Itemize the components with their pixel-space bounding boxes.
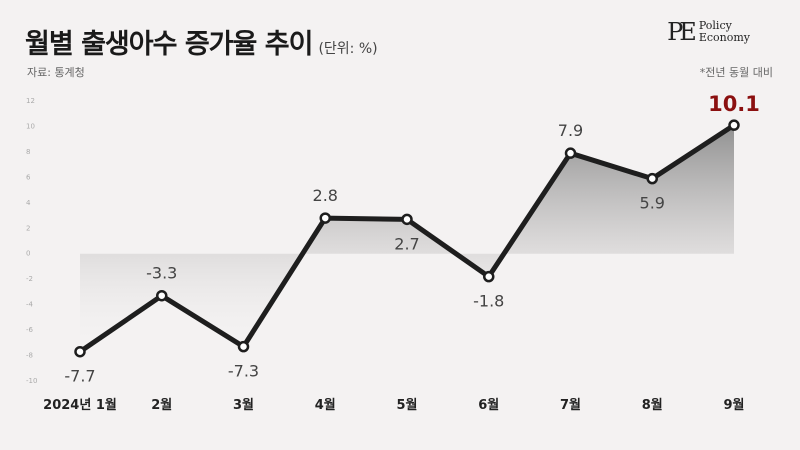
data-point: [237, 340, 250, 353]
data-label: -3.3: [146, 264, 177, 283]
y-tick-label: 12: [26, 97, 35, 105]
chart-title: 월별 출생아수 증가율 추이: [25, 29, 313, 60]
source-label: 자료: 통계청: [27, 66, 85, 79]
data-label: 10.1: [708, 92, 760, 116]
y-tick-label: 6: [26, 173, 31, 181]
logo-text: Policy Economy: [699, 20, 750, 44]
logo-line-2: Economy: [698, 31, 750, 44]
y-tick-label: -6: [26, 326, 34, 334]
data-label: -7.3: [228, 362, 259, 381]
data-point: [156, 289, 168, 302]
data-label: 5.9: [640, 194, 665, 213]
data-point: [74, 345, 86, 358]
x-tick-label: 2월: [151, 397, 172, 413]
y-tick-label: -2: [26, 275, 33, 283]
data-point: [483, 270, 495, 283]
title-row: 월별 출생아수 증가율 추이 (단위: %): [25, 22, 378, 61]
data-point: [401, 213, 413, 226]
y-tick-label: 8: [26, 148, 30, 156]
y-tick-label: 0: [26, 250, 30, 258]
y-tick-label: 10: [26, 122, 35, 130]
data-point: [728, 119, 740, 131]
data-point: [646, 172, 658, 185]
x-tick-label: 8월: [642, 397, 663, 413]
publisher-logo: PE Policy Economy: [667, 18, 750, 46]
y-tick-label: 2: [26, 224, 30, 232]
x-tick-label: 6월: [478, 397, 499, 413]
x-tick-label: 5월: [396, 397, 417, 413]
data-label: 2.7: [394, 234, 419, 253]
area-fill: [80, 125, 734, 352]
unit-label: (단위: %): [318, 41, 378, 57]
data-label: -1.8: [473, 292, 504, 311]
y-tick-label: -4: [26, 301, 34, 309]
y-tick-label: 4: [26, 199, 31, 207]
x-tick-label: 7월: [560, 397, 581, 413]
data-label: -7.7: [64, 367, 95, 386]
x-tick-label: 2024년 1월: [43, 397, 117, 413]
data-label: 2.8: [313, 186, 338, 205]
data-point: [319, 212, 331, 224]
logo-mark: PE: [667, 18, 697, 46]
note-label: *전년 동월 대비: [699, 66, 773, 79]
x-tick-label: 4월: [315, 397, 336, 413]
data-label: 7.9: [558, 121, 583, 140]
y-tick-label: -8: [26, 352, 33, 360]
x-tick-label: 9월: [723, 397, 744, 413]
data-point: [564, 147, 577, 159]
logo-line-1: Policy: [698, 19, 732, 32]
x-tick-label: 3월: [233, 397, 254, 413]
y-tick-label: -10: [26, 377, 37, 385]
